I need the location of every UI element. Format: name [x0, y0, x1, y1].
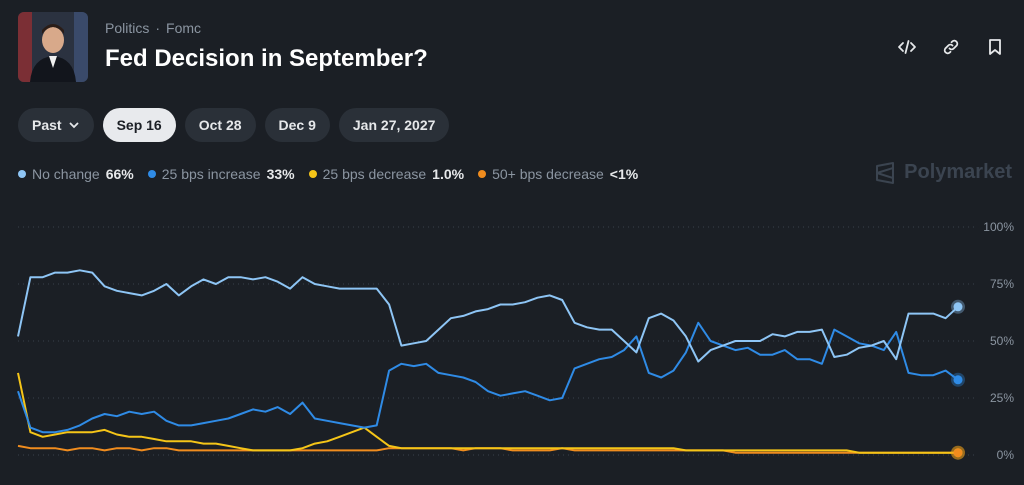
brand-name: Polymarket [904, 161, 1012, 183]
legend-dot [308, 170, 317, 178]
legend-dot [478, 170, 487, 178]
tab-oct-28[interactable]: Oct 28 [184, 108, 256, 142]
legend-label: No change [32, 166, 100, 182]
page-title: Fed Decision in September? [105, 45, 428, 72]
legend-item-25bps-increase: 25 bps increase 33% [147, 166, 295, 182]
date-tabs: Past Sep 16 Oct 28 Dec 9 Jan 27, 2027 [18, 108, 450, 142]
series-line-no-change[interactable] [17, 269, 959, 363]
series-end-marker [953, 448, 963, 458]
y-tick-label: 75% [990, 277, 1014, 291]
breadcrumb-separator: · [155, 20, 161, 36]
series-line-50-bps-decrease[interactable] [17, 444, 958, 454]
breadcrumb-category[interactable]: Politics [105, 20, 150, 36]
y-tick-label: 100% [983, 220, 1014, 234]
tab-past[interactable]: Past [18, 108, 94, 142]
probability-chart: 100% 75% 50% 25% 0% [17, 220, 1015, 462]
series-line-25-bps-decrease[interactable] [17, 372, 958, 454]
chevron-down-icon [69, 122, 78, 129]
tab-sep-16[interactable]: Sep 16 [102, 108, 176, 142]
legend-label: 25 bps increase [161, 166, 261, 182]
y-tick-label: 50% [990, 334, 1014, 348]
legend-value: 66% [105, 166, 134, 182]
legend-value: <1% [609, 166, 639, 182]
tab-dec-9[interactable]: Dec 9 [264, 108, 330, 142]
brand-watermark: Polymarket [874, 161, 1012, 184]
series-end-marker [953, 302, 963, 312]
breadcrumb-tag[interactable]: Fomc [166, 20, 202, 36]
embed-icon[interactable] [896, 36, 918, 58]
series-end-marker [953, 375, 963, 385]
legend-item-25bps-decrease: 25 bps decrease 1.0% [308, 166, 465, 182]
breadcrumb: Politics · Fomc [105, 20, 201, 36]
polymarket-logo-icon [876, 161, 895, 184]
bookmark-icon[interactable] [984, 36, 1006, 58]
legend-dot [18, 170, 26, 178]
legend-item-no-change: No change 66% [18, 166, 134, 182]
y-tick-label: 25% [990, 391, 1014, 405]
y-tick-label: 0% [997, 448, 1015, 462]
series-line-25-bps-increase[interactable] [17, 321, 959, 434]
legend-label: 50+ bps decrease [492, 166, 604, 182]
tab-jan-27-2027[interactable]: Jan 27, 2027 [338, 108, 450, 142]
legend-label: 25 bps decrease [322, 166, 427, 182]
link-icon[interactable] [940, 36, 962, 58]
legend-value: 1.0% [432, 166, 465, 182]
legend-item-50bps-decrease: 50+ bps decrease <1% [478, 166, 638, 182]
legend-dot [147, 170, 156, 178]
tab-past-label: Past [32, 117, 62, 133]
chart-legend: No change 66% 25 bps increase 33% 25 bps… [18, 166, 638, 182]
market-thumbnail [18, 12, 88, 82]
legend-value: 33% [266, 166, 295, 182]
header-actions [896, 36, 1006, 58]
